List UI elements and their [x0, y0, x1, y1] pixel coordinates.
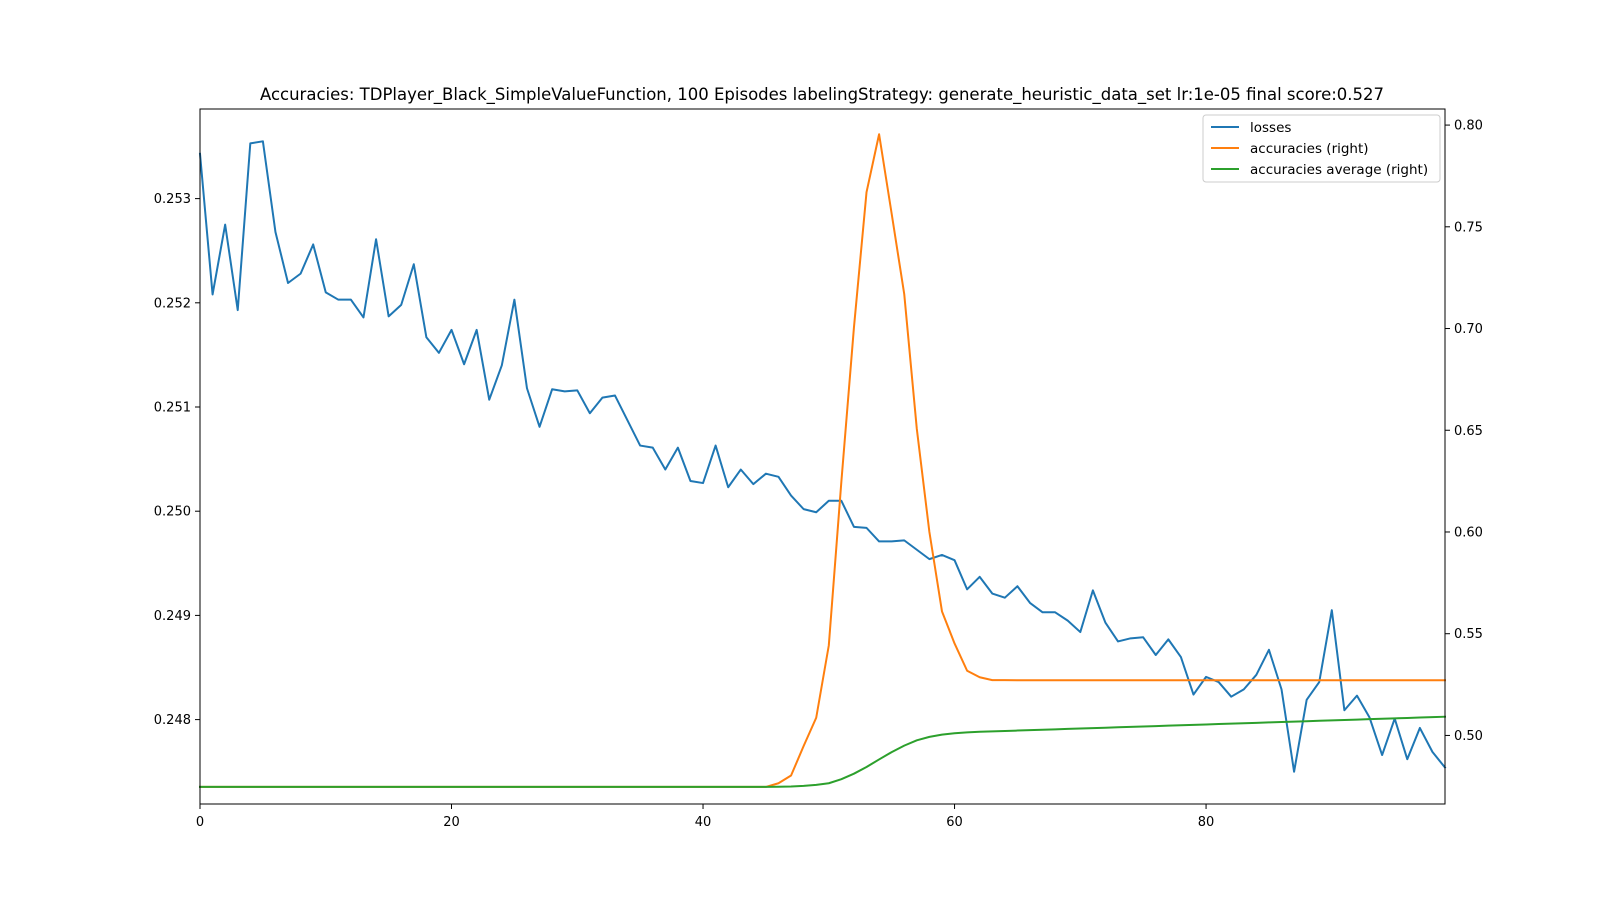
series-line-0: [198, 140, 1447, 773]
legend-frame: [1202, 114, 1441, 183]
y-right-tick-label: 0.65: [1454, 424, 1483, 439]
y-left-tick-label: 0.252: [154, 296, 191, 311]
y-left-tick-label: 0.249: [154, 609, 191, 624]
x-tick-label: 80: [1198, 815, 1215, 830]
x-tick-label: 60: [946, 815, 963, 830]
x-tick-label: 0: [196, 815, 204, 830]
legend-label-accuracies: accuracies (right): [1250, 141, 1369, 157]
x-tick-label: 40: [695, 815, 712, 830]
legend-label-losses: losses: [1250, 120, 1291, 136]
series-line-2: [199, 715, 1447, 788]
y-right-tick-label: 0.60: [1454, 525, 1483, 540]
legend-label-accuracies-average: accuracies average (right): [1250, 162, 1428, 178]
y-left-tick-label: 0.248: [154, 713, 191, 728]
y-right-tick-label: 0.50: [1454, 729, 1483, 744]
y-right-tick-label: 0.75: [1454, 220, 1483, 235]
y-left-tick-label: 0.253: [154, 192, 191, 207]
x-tick-label: 20: [443, 815, 460, 830]
y-right-tick-label: 0.70: [1454, 322, 1483, 337]
y-right-tick-label: 0.80: [1454, 119, 1483, 134]
y-left-tick-label: 0.251: [154, 401, 191, 416]
y-right-tick-label: 0.55: [1454, 627, 1483, 642]
axes-layer: 0 20 40 60 80 0.248 0.249 0.250 0.251 0.252 0.253 0…: [154, 108, 1483, 830]
y-left-tick-label: 0.250: [154, 505, 191, 520]
legend: losses accuracies (right) accuracies ave…: [1202, 114, 1441, 183]
series-layer: [198, 133, 1447, 788]
plot-frame: [199, 108, 1446, 805]
chart-title: Accuracies: TDPlayer_Black_SimpleValueFu…: [260, 85, 1384, 105]
